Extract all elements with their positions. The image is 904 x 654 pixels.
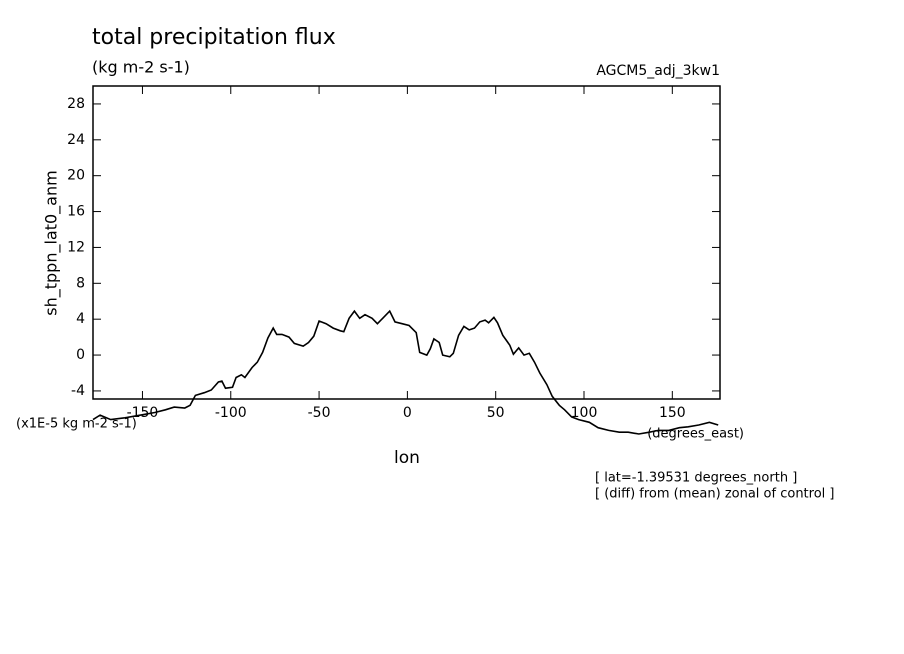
x-tick-label: 50 (487, 405, 505, 421)
y-tick-label: 28 (67, 96, 85, 112)
x-tick-label: -100 (215, 405, 247, 421)
y-tick-label: 8 (76, 275, 85, 291)
y-tick-label: 0 (76, 347, 85, 363)
x-tick-label: 150 (659, 405, 686, 421)
chart-subtitle: (kg m-2 s-1) (92, 58, 190, 77)
y-axis-label: sh_tppn_lat0_anm (42, 170, 62, 315)
x-tick-label: -50 (308, 405, 331, 421)
x-units: (degrees_east) (647, 427, 744, 442)
x-tick-label: 0 (403, 405, 412, 421)
data-line (92, 309, 719, 435)
y-units: (x1E-5 kg m-2 s-1) (16, 417, 137, 432)
y-tick-label: -4 (71, 383, 85, 399)
y-tick-label: 24 (67, 132, 85, 148)
y-tick-label: 12 (67, 239, 85, 255)
dataset-label: AGCM5_adj_3kw1 (596, 63, 720, 79)
annotation: [ lat=-1.39531 degrees_north ] (595, 471, 797, 486)
y-tick-label: 20 (67, 168, 85, 184)
chart-title: total precipitation flux (92, 25, 336, 50)
y-tick-label: 16 (67, 204, 85, 220)
plot-frame (92, 85, 721, 400)
x-tick-label: 100 (571, 405, 598, 421)
x-tick-label: -150 (127, 405, 159, 421)
y-tick-label: 4 (76, 311, 85, 327)
annotation: [ (diff) from (mean) zonal of control ] (595, 487, 834, 502)
x-axis-label: lon (394, 448, 420, 468)
